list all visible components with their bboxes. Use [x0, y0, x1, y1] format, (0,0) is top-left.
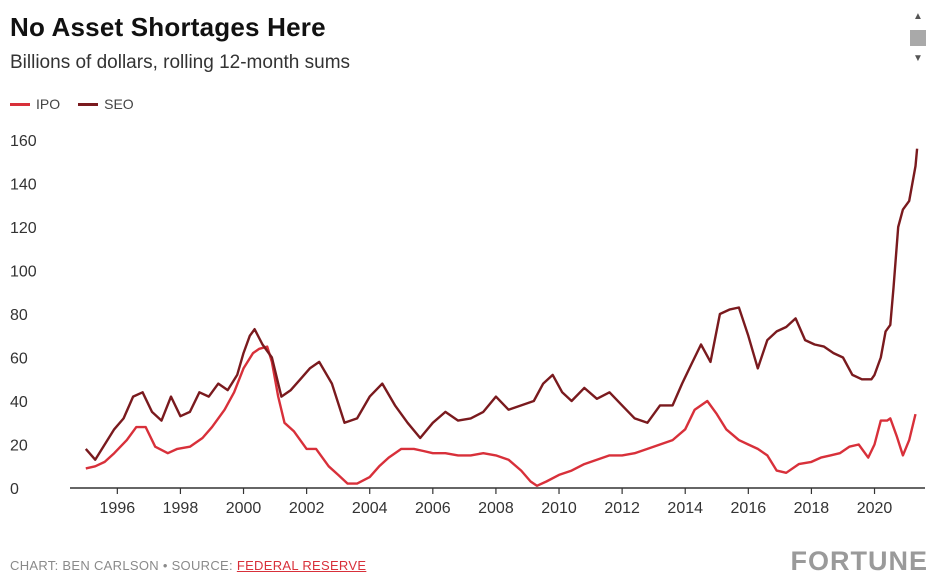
x-tick-label: 2014: [667, 500, 703, 517]
x-tick-label: 2012: [604, 500, 640, 517]
legend-swatch-ipo: [10, 102, 30, 106]
chart-title: No Asset Shortages Here: [10, 12, 326, 42]
fortune-logo: FORTUNE: [790, 546, 928, 576]
y-tick-label: 60: [10, 351, 28, 368]
y-tick-label: 120: [10, 220, 37, 237]
chart-footer: CHART: BEN CARLSON • SOURCE: FEDERAL RES…: [10, 558, 366, 573]
chart-subtitle: Billions of dollars, rolling 12-month su…: [10, 52, 351, 73]
legend-item-ipo: IPO: [10, 96, 60, 112]
y-tick-label: 20: [10, 438, 28, 455]
x-tick-label: 2004: [352, 500, 388, 517]
legend-label-seo: SEO: [104, 96, 134, 112]
x-tick-label: 2008: [478, 500, 514, 517]
y-tick-label: 140: [10, 177, 37, 194]
series-lines: [84, 148, 919, 487]
x-tick-label: 2006: [415, 500, 451, 517]
series-line-ipo: [85, 345, 917, 487]
x-axis-ticks: 1996 1998 2000 2002 2004 2006 2008 2010 2012 2014…: [100, 488, 893, 517]
x-tick-label: 1996: [100, 500, 136, 517]
x-tick-label: 2010: [541, 500, 577, 517]
legend-label-ipo: IPO: [36, 96, 61, 112]
chart-legend: IPO SEO: [10, 96, 134, 112]
x-tick-label: 1998: [163, 500, 199, 517]
y-tick-label: 160: [10, 133, 37, 150]
series-line-seo: [84, 148, 919, 461]
legend-item-seo: SEO: [78, 96, 134, 112]
legend-swatch-seo: [78, 102, 99, 106]
y-axis-ticks: 0 20 40 60 80 100 120 140 160: [10, 133, 37, 498]
source-link[interactable]: FEDERAL RESERVE: [236, 558, 367, 573]
x-tick-label: 2016: [731, 500, 767, 517]
y-tick-label: 0: [10, 481, 19, 498]
x-tick-label: 2000: [226, 500, 262, 517]
x-tick-label: 2018: [794, 500, 830, 517]
scrollbar[interactable]: ▲ ▼: [908, 10, 928, 72]
scroll-up-icon[interactable]: ▲: [913, 11, 923, 22]
x-tick-label: 2020: [857, 500, 893, 517]
y-tick-label: 100: [10, 264, 37, 281]
x-tick-label: 2002: [289, 500, 325, 517]
scroll-down-icon[interactable]: ▼: [913, 53, 923, 64]
scrollbar-thumb[interactable]: [910, 30, 926, 46]
y-tick-label: 40: [10, 394, 28, 411]
footer-credit: CHART: BEN CARLSON • SOURCE:: [10, 558, 237, 573]
y-tick-label: 80: [10, 307, 28, 324]
